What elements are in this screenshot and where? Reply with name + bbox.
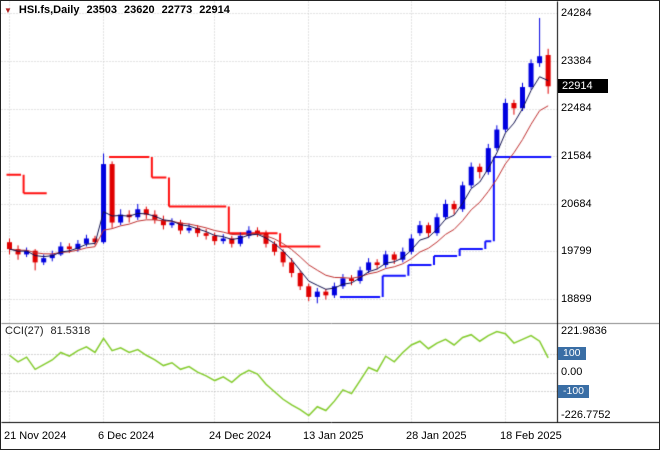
price-axis-label: 24284 (561, 7, 592, 19)
cci-level-100-badge: 100 (558, 347, 586, 360)
cci-level-minus100-badge: -100 (558, 385, 590, 398)
ohlc-close-value: 22914 (199, 4, 230, 16)
indicator-title: CCI(27) 81.5318 (5, 325, 90, 338)
time-axis-label: 13 Jan 2025 (303, 430, 364, 442)
price-axis-label: 20684 (561, 198, 592, 210)
symbol-marker-icon: ▼ (4, 6, 12, 15)
price-axis-label: 18899 (561, 293, 592, 305)
ohlc-low-value: 22773 (161, 4, 193, 16)
ohlc-high-value: 23620 (124, 4, 155, 16)
price-axis-label: 23384 (561, 55, 592, 67)
time-axis-label: 6 Dec 2024 (98, 430, 155, 442)
current-price-badge: 22914 (558, 79, 608, 93)
cci-scale-min-label: -226.7752 (561, 409, 611, 421)
time-axis-label: 28 Jan 2025 (406, 430, 467, 442)
price-axis-label: 22484 (561, 102, 592, 114)
time-axis-label: 24 Dec 2024 (209, 430, 272, 442)
price-axis-label: 21584 (561, 150, 592, 162)
ohlc-open-value: 23503 (86, 4, 118, 16)
symbol-timeframe-label: HSI.fs,Daily (18, 4, 80, 16)
cci-scale-max-label: 221.9836 (561, 325, 607, 337)
time-axis-label: 21 Nov 2024 (4, 430, 67, 442)
indicator-current-value: 81.5318 (50, 325, 91, 337)
indicator-name-label: CCI(27) (5, 325, 44, 337)
cci-scale-zero-label: 0.00 (561, 366, 583, 378)
price-axis-label: 19799 (561, 245, 592, 257)
chart-title: ▼ HSI.fs,Daily 23503 23620 22773 22914 (4, 4, 230, 17)
time-axis-label: 18 Feb 2025 (500, 430, 562, 442)
